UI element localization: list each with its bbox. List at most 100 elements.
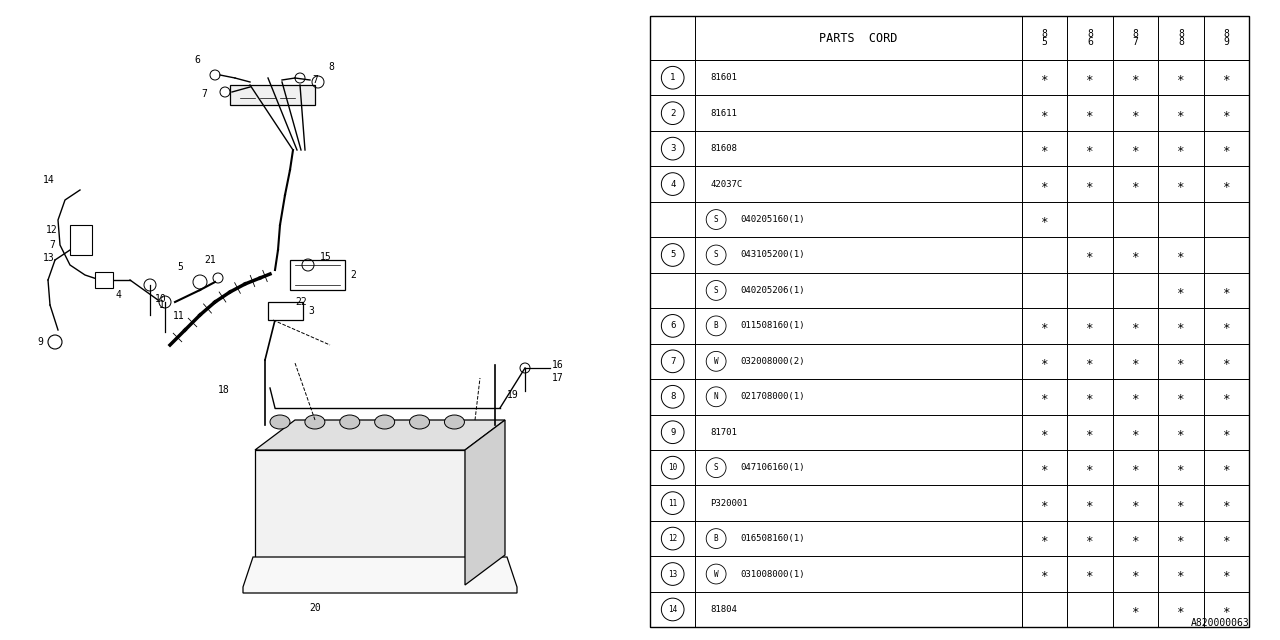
Text: 17: 17: [552, 373, 563, 383]
Bar: [650, 16, 1249, 627]
Text: 021708000(1): 021708000(1): [740, 392, 805, 401]
Text: ∗: ∗: [1178, 497, 1185, 509]
Text: 11: 11: [173, 311, 184, 321]
Ellipse shape: [270, 415, 291, 429]
Bar: [255, 450, 465, 585]
Text: ∗: ∗: [1041, 355, 1048, 368]
Text: ∗: ∗: [1087, 497, 1093, 509]
Text: 10: 10: [668, 463, 677, 472]
Text: 7: 7: [312, 75, 317, 85]
Text: ∗: ∗: [1222, 355, 1230, 368]
Text: ∗: ∗: [1178, 461, 1185, 474]
Text: 9: 9: [37, 337, 44, 347]
Text: ∗: ∗: [1132, 177, 1139, 191]
Text: ∗: ∗: [1222, 177, 1230, 191]
Text: 5: 5: [177, 262, 183, 272]
Text: 81701: 81701: [710, 428, 737, 436]
Text: N: N: [714, 392, 718, 401]
Polygon shape: [465, 420, 506, 585]
Text: 031008000(1): 031008000(1): [740, 570, 805, 579]
Text: 047106160(1): 047106160(1): [740, 463, 805, 472]
Ellipse shape: [305, 415, 325, 429]
Text: ∗: ∗: [1178, 177, 1185, 191]
Text: 12: 12: [46, 225, 58, 235]
Text: ∗: ∗: [1132, 355, 1139, 368]
Text: 4: 4: [669, 180, 676, 189]
Text: P320001: P320001: [710, 499, 748, 508]
Text: 040205206(1): 040205206(1): [740, 286, 805, 295]
Text: 22: 22: [294, 297, 307, 307]
Text: ∗: ∗: [1132, 107, 1139, 120]
Text: 16: 16: [552, 360, 563, 370]
Text: 1: 1: [159, 300, 165, 310]
Text: 3: 3: [308, 306, 314, 316]
Text: A820000063: A820000063: [1192, 618, 1251, 628]
Text: 3: 3: [669, 144, 676, 153]
Text: B: B: [714, 534, 718, 543]
Text: 15: 15: [320, 252, 332, 262]
Text: ∗: ∗: [1132, 461, 1139, 474]
Ellipse shape: [410, 415, 430, 429]
Bar: [291, 260, 346, 290]
Text: 2: 2: [669, 109, 676, 118]
Text: 9: 9: [669, 428, 676, 436]
Text: ∗: ∗: [1132, 497, 1139, 509]
Text: 2: 2: [349, 270, 356, 280]
Text: PARTS  CORD: PARTS CORD: [819, 31, 897, 45]
Text: 14: 14: [44, 175, 55, 185]
Text: B: B: [714, 321, 718, 330]
Bar: [70, 225, 92, 255]
Text: ∗: ∗: [1041, 461, 1048, 474]
Text: S: S: [714, 215, 718, 224]
Text: ∗: ∗: [1178, 426, 1185, 439]
Text: 81608: 81608: [710, 144, 737, 153]
Text: 10: 10: [155, 294, 166, 304]
Text: W: W: [714, 570, 718, 579]
Text: 8: 8: [669, 392, 676, 401]
Text: 18: 18: [219, 385, 230, 395]
Text: 8
7: 8 7: [1133, 29, 1138, 47]
Text: ∗: ∗: [1087, 71, 1093, 84]
Text: 42037C: 42037C: [710, 180, 742, 189]
Text: ∗: ∗: [1178, 71, 1185, 84]
Text: ∗: ∗: [1178, 568, 1185, 580]
Text: 4: 4: [115, 290, 120, 300]
Text: ∗: ∗: [1222, 284, 1230, 297]
Text: ∗: ∗: [1178, 390, 1185, 403]
Text: ∗: ∗: [1087, 390, 1093, 403]
Text: 81804: 81804: [710, 605, 737, 614]
Polygon shape: [255, 420, 506, 450]
Text: ∗: ∗: [1087, 568, 1093, 580]
Text: 21: 21: [204, 255, 216, 265]
Text: ∗: ∗: [1087, 532, 1093, 545]
Text: ∗: ∗: [1222, 532, 1230, 545]
Text: ∗: ∗: [1041, 177, 1048, 191]
Text: ∗: ∗: [1178, 142, 1185, 155]
Text: 6: 6: [195, 55, 200, 65]
Text: ∗: ∗: [1087, 355, 1093, 368]
Ellipse shape: [339, 415, 360, 429]
Text: 040205160(1): 040205160(1): [740, 215, 805, 224]
Text: ∗: ∗: [1132, 603, 1139, 616]
Text: ∗: ∗: [1178, 355, 1185, 368]
Text: 016508160(1): 016508160(1): [740, 534, 805, 543]
Text: S: S: [714, 286, 718, 295]
Text: ∗: ∗: [1178, 107, 1185, 120]
Text: S: S: [714, 463, 718, 472]
Text: ∗: ∗: [1132, 426, 1139, 439]
Text: ∗: ∗: [1178, 603, 1185, 616]
Text: 81601: 81601: [710, 73, 737, 82]
Ellipse shape: [444, 415, 465, 429]
Text: 12: 12: [668, 534, 677, 543]
Polygon shape: [243, 557, 517, 593]
Text: 032008000(2): 032008000(2): [740, 357, 805, 366]
Text: 13: 13: [668, 570, 677, 579]
Text: 8
8: 8 8: [1178, 29, 1184, 47]
Text: 8
6: 8 6: [1087, 29, 1093, 47]
Text: ∗: ∗: [1222, 426, 1230, 439]
Text: 7: 7: [669, 357, 676, 366]
Text: ∗: ∗: [1041, 497, 1048, 509]
Text: ∗: ∗: [1222, 142, 1230, 155]
Text: ∗: ∗: [1178, 319, 1185, 332]
Text: 5: 5: [669, 250, 676, 259]
